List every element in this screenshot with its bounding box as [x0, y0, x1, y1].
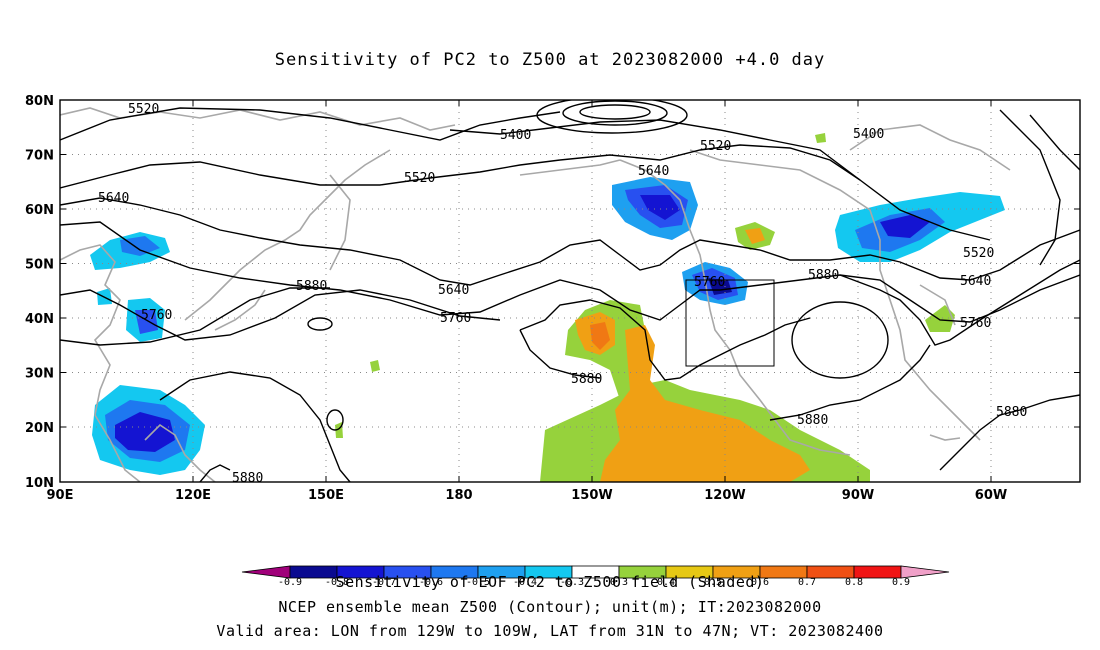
- contour-label: 5760: [694, 275, 725, 290]
- contour-label: 5640: [438, 283, 469, 298]
- lon-label: 150E: [308, 488, 344, 503]
- coastlines: [60, 107, 1011, 482]
- lat-label: 50N: [25, 258, 54, 273]
- lon-label: 150W: [571, 488, 612, 503]
- lon-label: 180: [445, 488, 472, 503]
- lat-label: 70N: [25, 149, 54, 164]
- positive-region-orange-2: [600, 325, 810, 482]
- colorbar-arrow-right: [900, 565, 950, 579]
- contour-label: 5520: [963, 246, 994, 261]
- contour-label: 5880: [797, 413, 828, 428]
- contour-label: 5400: [853, 127, 884, 142]
- positive-region-central-pacific: [545, 300, 650, 440]
- negative-region-alaska-core: [640, 195, 680, 220]
- lat-label: 40N: [25, 312, 54, 327]
- colorbar-tick-label: -0.5: [466, 577, 490, 588]
- contour-label: 5880: [808, 268, 839, 283]
- negative-region-japan-sea-inner: [135, 310, 158, 334]
- contour-label: 5880: [571, 372, 602, 387]
- colorbar: -0.9 -0.8 -0.7 -0.6 -0.5 -0.4 -0.3 0.3 0.4 0.5 0.6…: [241, 565, 950, 588]
- lat-label: 20N: [25, 421, 54, 436]
- lon-label: 120E: [175, 488, 211, 503]
- positive-region-small-2: [370, 360, 380, 372]
- contour-label: 5880: [296, 279, 327, 294]
- colorbar-tick-label: 0.6: [751, 577, 769, 588]
- z500-contours: [60, 100, 1080, 482]
- tick-marks: [60, 99, 1080, 482]
- longitude-labels: 90E 120E 150E 180 150W 120W 90W 60W: [47, 488, 1008, 503]
- colorbar-tick-label: 0.5: [704, 577, 722, 588]
- colorbar-tick-label: -0.3: [560, 577, 584, 588]
- colorbar-tick-label: 0.4: [657, 577, 675, 588]
- lat-label: 10N: [25, 476, 54, 491]
- contour-label: 5520: [700, 139, 731, 154]
- lon-label: 90E: [47, 488, 74, 503]
- negative-region-west-us-core: [708, 278, 732, 295]
- contour-label: 5760: [440, 311, 471, 326]
- caption-valid-area: Valid area: LON from 129W to 109W, LAT f…: [216, 622, 884, 640]
- negative-region-scs-core: [115, 412, 175, 452]
- map-title: Sensitivity of PC2 to Z500 at 2023082000…: [274, 50, 826, 70]
- valid-area-box: [685, 279, 775, 367]
- contour-label: 5640: [98, 191, 129, 206]
- contour-label: 5880: [996, 405, 1027, 420]
- positive-region-orange-4: [745, 228, 765, 244]
- contour-label: 5400: [500, 128, 531, 143]
- lon-label: 90W: [842, 488, 874, 503]
- latitude-labels: 80N 70N 60N 50N 40N 30N 20N 10N: [25, 94, 54, 491]
- contour-label: 5520: [128, 102, 159, 117]
- lat-label: 80N: [25, 94, 54, 109]
- contour-label: 5880: [232, 471, 263, 486]
- colorbar-tick-label: -0.9: [278, 577, 302, 588]
- contour-label: 5520: [404, 171, 435, 186]
- negative-region-canada-core: [880, 215, 930, 238]
- colorbar-tick-label: 0.9: [892, 577, 910, 588]
- positive-region-small-1: [815, 133, 826, 143]
- negative-region-east-asia-inner: [120, 236, 160, 256]
- positive-region-atlantic: [925, 305, 955, 332]
- colorbar-tick-label: -0.4: [513, 577, 537, 588]
- colorbar-tick-label: -0.8: [325, 577, 349, 588]
- lon-label: 120W: [704, 488, 745, 503]
- colorbar-tick-label: -0.6: [419, 577, 443, 588]
- contour-label: 5640: [960, 274, 991, 289]
- contour-label: 5760: [960, 316, 991, 331]
- grid-lines: [60, 100, 1080, 482]
- plot-frame: [59, 99, 1081, 483]
- colorbar-tick-label: 0.7: [798, 577, 816, 588]
- lat-label: 60N: [25, 203, 54, 218]
- contour-label: 5760: [141, 308, 172, 323]
- positive-region-orange-3: [590, 322, 610, 350]
- lat-label: 30N: [25, 367, 54, 382]
- colorbar-tick-label: -0.7: [372, 577, 396, 588]
- caption-shading: Sensitivity of EOF PC2 to Z500 field (Sh…: [335, 573, 765, 591]
- lon-label: 60W: [975, 488, 1007, 503]
- caption-contour: NCEP ensemble mean Z500 (Contour); unit(…: [278, 598, 822, 616]
- colorbar-tick-label: 0.3: [610, 577, 628, 588]
- colorbar-tick-label: 0.8: [845, 577, 863, 588]
- contour-label: 5640: [638, 164, 669, 179]
